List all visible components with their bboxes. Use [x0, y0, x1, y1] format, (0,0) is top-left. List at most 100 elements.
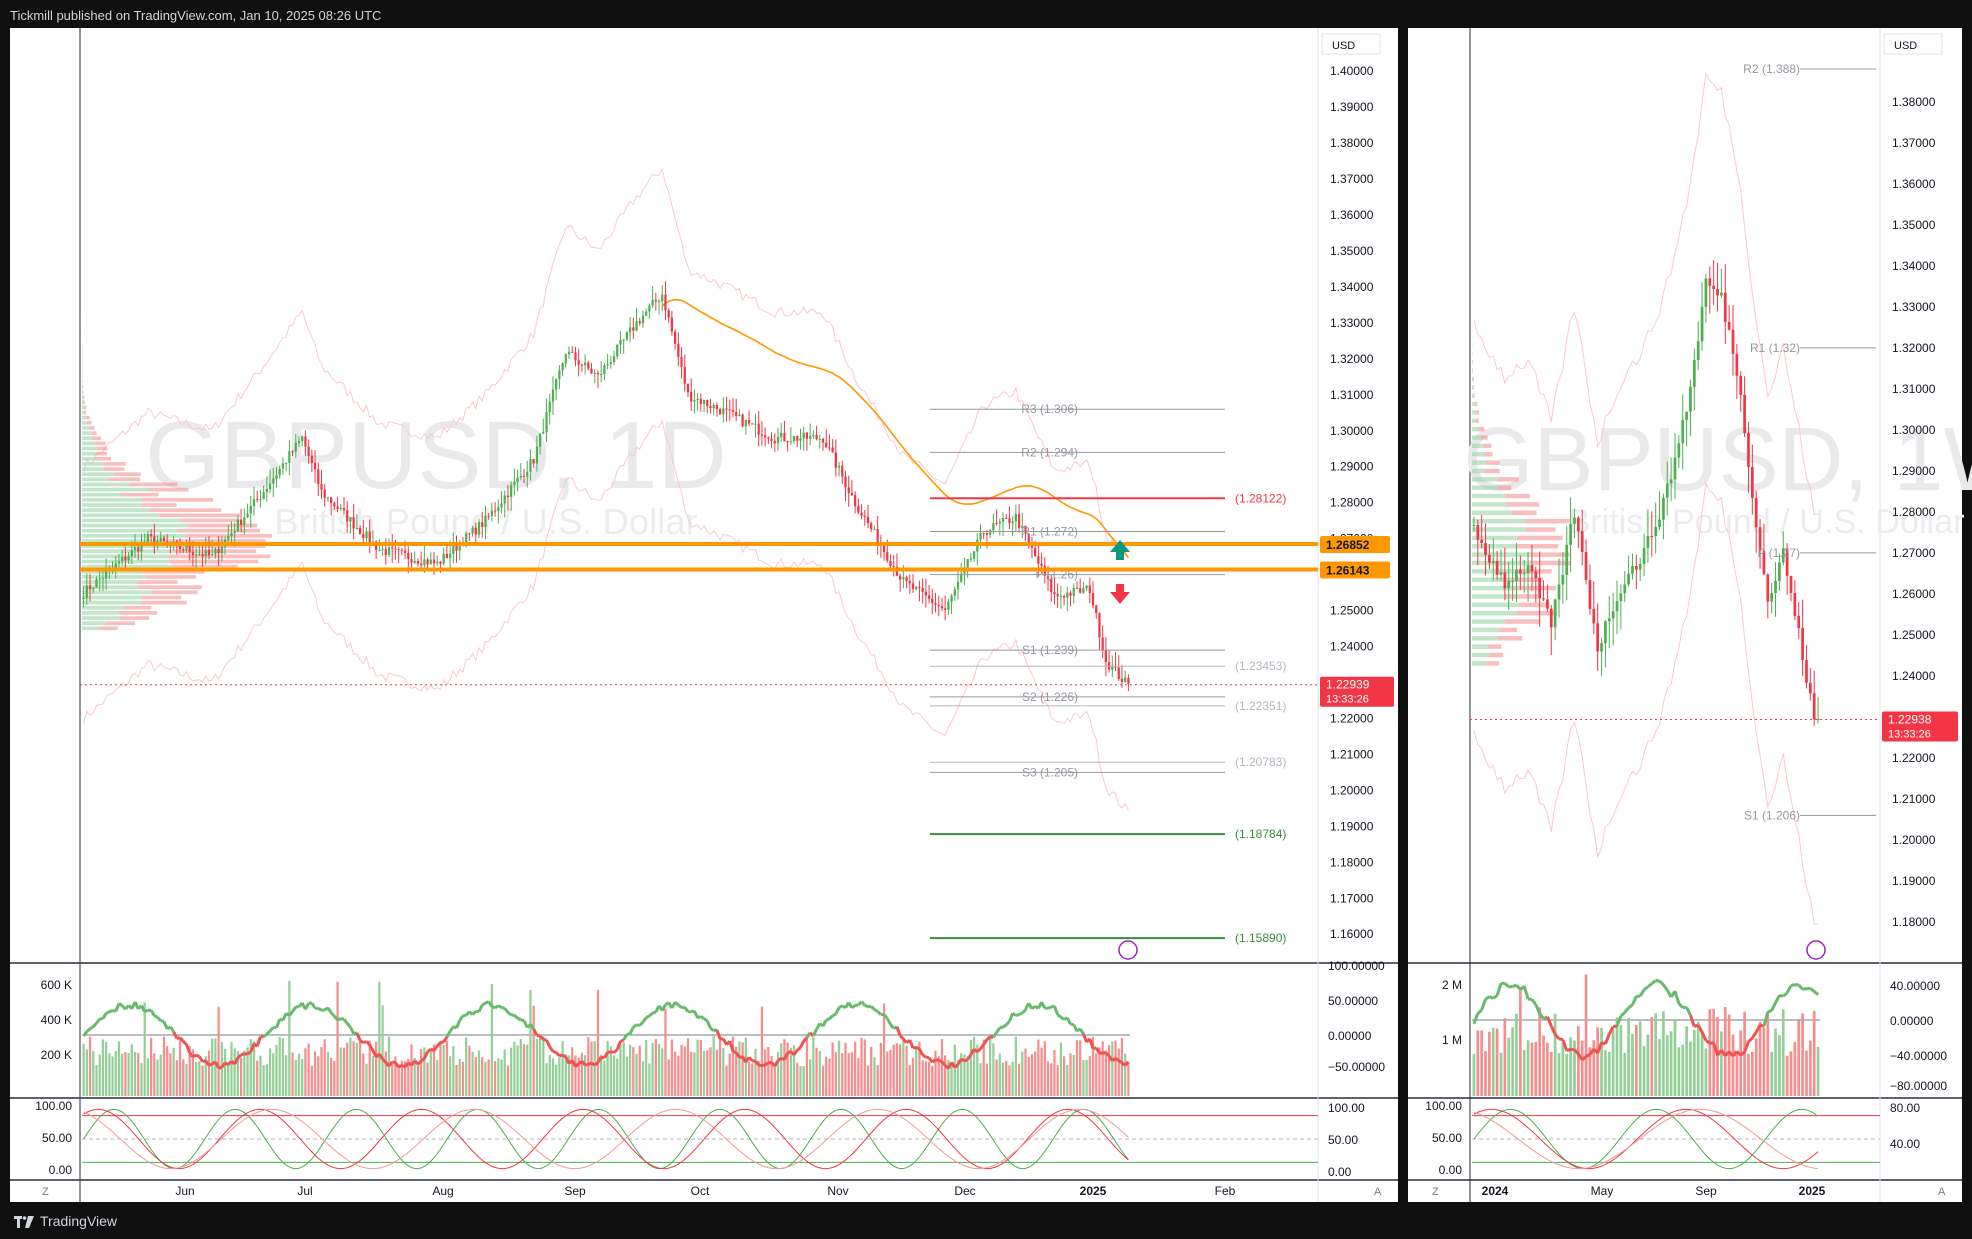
osc-line-segment	[632, 1023, 638, 1029]
target-label: (1.22351)	[1235, 699, 1286, 713]
candle-body	[776, 436, 780, 444]
volume-bar	[866, 1065, 870, 1096]
pivot-label: R1 (1.272)	[1021, 524, 1078, 538]
candle-body	[352, 517, 355, 529]
price-tick-label: 1.18000	[1330, 855, 1374, 869]
volume-bar	[683, 1046, 686, 1096]
price-tick-label: 1.19000	[1892, 874, 1936, 888]
volume-profile-buy-bar	[82, 456, 96, 461]
osc-line-segment	[1488, 995, 1494, 1000]
a-button[interactable]: A	[1938, 1186, 1946, 1198]
osc-line-segment	[1527, 997, 1533, 1002]
candle-body	[313, 462, 317, 470]
volume-bar	[1747, 1053, 1750, 1096]
volume-bar	[1638, 1021, 1642, 1096]
candle-body	[956, 581, 960, 590]
volume-bar	[1557, 1053, 1561, 1096]
volume-bar	[166, 1046, 169, 1096]
target-label: (1.18784)	[1235, 827, 1286, 841]
osc-line-segment	[436, 1041, 442, 1048]
volume-bar	[545, 1063, 548, 1096]
candle-body	[632, 327, 635, 331]
osc-line-segment	[202, 1059, 207, 1064]
candle-body	[844, 476, 847, 488]
candle-body	[690, 392, 693, 402]
candle-body	[564, 354, 567, 364]
volume-bar	[1107, 1045, 1111, 1096]
candle-body	[603, 365, 606, 375]
volume-bar	[567, 1055, 571, 1096]
volume-bar	[944, 1055, 947, 1096]
candle-body	[1604, 621, 1607, 644]
osc-line-segment	[796, 1046, 802, 1052]
candle-body	[1127, 677, 1130, 684]
volume-bar	[1111, 1041, 1114, 1096]
volume-profile-sell-bar	[177, 528, 261, 533]
candle-body	[436, 561, 439, 564]
candle-body	[696, 398, 699, 400]
volume-bar	[809, 1059, 812, 1096]
volume-bar	[718, 1036, 722, 1096]
candle-body	[680, 356, 683, 367]
volume-bar	[963, 1054, 966, 1096]
osc-line-segment	[545, 1039, 552, 1048]
volume-bar	[468, 1045, 471, 1096]
volume-bar	[1650, 1017, 1654, 1096]
osc-line-segment	[403, 1061, 410, 1068]
osc-line-segment	[362, 1040, 368, 1045]
volume-bar	[194, 1061, 198, 1096]
candle-body	[950, 595, 953, 602]
candle-body	[628, 327, 632, 333]
volume-bar	[667, 1059, 670, 1096]
osc-line-segment	[918, 1048, 924, 1056]
osc-line-segment	[487, 1000, 494, 1008]
candle-body	[1634, 566, 1638, 570]
candle-body	[1565, 544, 1569, 575]
volume-bar	[1669, 1031, 1673, 1096]
candle-body	[927, 595, 931, 599]
osc-line-segment	[596, 1056, 603, 1064]
osc-line-segment	[577, 1060, 583, 1066]
candle-body	[1476, 525, 1480, 540]
volume-bar	[915, 1046, 918, 1096]
candle-body	[240, 519, 243, 525]
osc-line-segment	[1117, 1059, 1123, 1064]
price-tick-label: 1.24000	[1330, 640, 1374, 654]
volume-bar	[317, 1056, 320, 1096]
osc-line-segment	[240, 1052, 245, 1057]
candle-body	[1588, 579, 1592, 609]
candle-body	[355, 528, 358, 530]
osc-line-segment	[416, 1059, 423, 1066]
z-button[interactable]: Z	[1432, 1186, 1439, 1198]
volume-bar	[330, 1057, 333, 1096]
candle-body	[924, 591, 927, 596]
candle-body	[519, 475, 522, 478]
volume-bar	[580, 1052, 584, 1096]
candle-body	[82, 597, 85, 599]
volume-bar	[458, 1059, 461, 1096]
envelope-upper-line	[83, 167, 1129, 559]
candle-body	[1553, 599, 1557, 628]
footer-brand[interactable]: TradingView	[14, 1213, 117, 1229]
candle-body	[744, 420, 747, 427]
osc-line-segment	[353, 1031, 358, 1036]
osc-line-segment	[255, 1036, 262, 1047]
candle-body	[567, 351, 571, 355]
candle-body	[1098, 613, 1101, 638]
candle-body	[275, 475, 278, 479]
z-button[interactable]: Z	[42, 1186, 49, 1198]
time-axis-label: Sep	[1695, 1184, 1717, 1198]
a-button[interactable]: A	[1374, 1186, 1382, 1198]
volume-profile-buy-bar	[1472, 485, 1498, 490]
volume-pane-weekly: 2 M 1 M 40.00000 0.00000 −40.00000 −80.00000	[1442, 974, 1947, 1096]
volume-profile-sell-bar	[1497, 485, 1512, 490]
countdown-label: 13:33:26	[1326, 694, 1369, 706]
volume-bar	[240, 1057, 243, 1096]
candle-body	[902, 577, 905, 580]
volume-bar	[905, 1045, 908, 1096]
volume-bar	[1654, 1013, 1658, 1096]
price-tick-label: 1.33000	[1892, 300, 1936, 314]
candle-body	[1692, 359, 1696, 387]
volume-bar	[416, 1063, 420, 1096]
osc-line-segment	[342, 1018, 349, 1025]
